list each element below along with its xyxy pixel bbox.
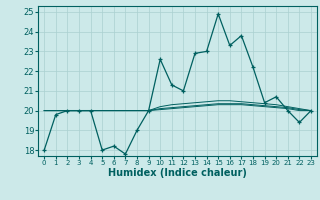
X-axis label: Humidex (Indice chaleur): Humidex (Indice chaleur) — [108, 168, 247, 178]
